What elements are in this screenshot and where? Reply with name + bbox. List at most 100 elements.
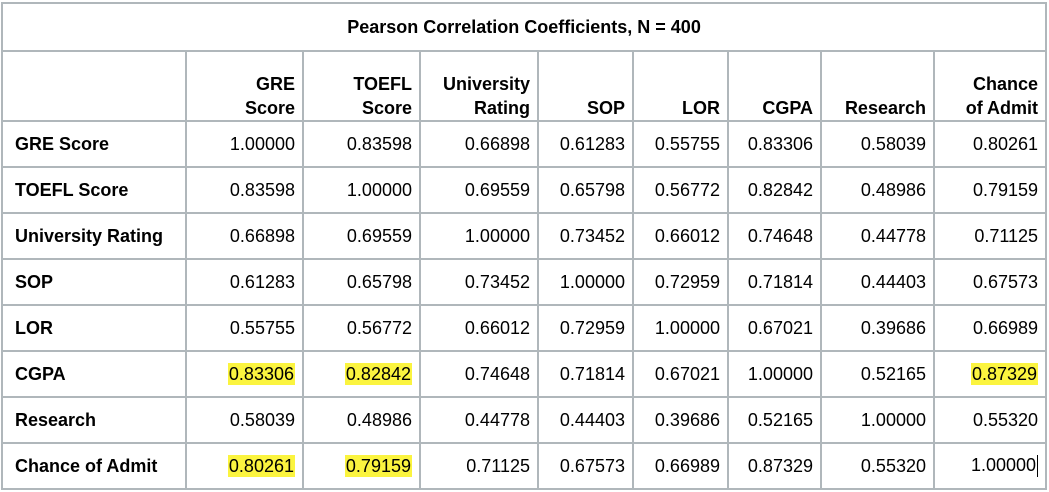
column-header-line: Chance	[973, 74, 1039, 94]
cell-value: 0.69559	[346, 225, 412, 246]
row-label: University Rating	[1, 212, 187, 260]
table-cell[interactable]: 0.87329	[932, 350, 1048, 398]
table-cell[interactable]: 0.71814	[727, 258, 822, 306]
table-cell[interactable]: 0.55755	[185, 304, 304, 352]
table-cell[interactable]: 0.55320	[932, 396, 1048, 444]
column-header-line: Rating	[474, 98, 530, 118]
table-cell[interactable]: 0.66012	[632, 212, 729, 260]
table-cell[interactable]: 0.80261	[185, 442, 304, 490]
column-header: LOR	[632, 50, 729, 122]
cell-value: 0.65798	[346, 271, 412, 292]
table-cell[interactable]: 1.00000	[632, 304, 729, 352]
table-cell[interactable]: 0.52165	[727, 396, 822, 444]
table-cell[interactable]: 0.66898	[185, 212, 304, 260]
table-cell[interactable]: 1.00000	[727, 350, 822, 398]
table-cell[interactable]: 0.66898	[419, 120, 539, 168]
table-row: GRE Score 1.00000 0.83598 0.66898 0.61283 0.5…	[1, 120, 1048, 168]
table-cell[interactable]: 0.55755	[632, 120, 729, 168]
table-cell[interactable]: 0.80261	[932, 120, 1048, 168]
table-cell[interactable]: 0.61283	[185, 258, 304, 306]
column-header-line: GRE	[255, 74, 295, 94]
table-cell[interactable]: 0.82842	[727, 166, 822, 214]
table-cell[interactable]: 0.39686	[632, 396, 729, 444]
cell-value: 1.00000	[747, 363, 813, 384]
table-cell[interactable]: 0.83306	[185, 350, 304, 398]
table-cell[interactable]: 0.83598	[185, 166, 304, 214]
cell-value: 0.44403	[860, 271, 926, 292]
cell-value: 1.00000	[559, 271, 625, 292]
cell-value: 0.56772	[654, 179, 720, 200]
table-cell[interactable]: 0.44778	[419, 396, 539, 444]
cell-value: 0.44778	[860, 225, 926, 246]
table-cell[interactable]: 0.39686	[820, 304, 935, 352]
table-cell[interactable]: 0.66012	[419, 304, 539, 352]
cell-value: 1.00000	[860, 409, 926, 430]
table-row: TOEFL Score 0.83598 1.00000 0.69559 0.65798 0…	[1, 166, 1048, 214]
table-cell[interactable]: 0.44403	[537, 396, 634, 444]
table-cell[interactable]: 0.56772	[632, 166, 729, 214]
table-cell[interactable]: 0.82842	[302, 350, 421, 398]
cell-value: 0.73452	[464, 271, 530, 292]
table-cell[interactable]: 0.87329	[727, 442, 822, 490]
cell-value: 0.52165	[860, 363, 926, 384]
table-cell[interactable]: 0.66989	[932, 304, 1048, 352]
table-cell[interactable]: 0.71125	[932, 212, 1048, 260]
table-cell[interactable]: 0.67021	[632, 350, 729, 398]
cell-value: 0.67573	[559, 455, 625, 476]
table-cell[interactable]: 0.74648	[419, 350, 539, 398]
cell-value: 0.67573	[972, 271, 1039, 292]
table-cell[interactable]: 0.69559	[302, 212, 421, 260]
table-cell[interactable]: 0.72959	[537, 304, 634, 352]
table-cell[interactable]: 0.48986	[820, 166, 935, 214]
table-cell[interactable]: 0.66989	[632, 442, 729, 490]
cell-value: 0.83598	[346, 133, 412, 154]
table-cell[interactable]: 0.44403	[820, 258, 935, 306]
table-cell[interactable]: 0.73452	[419, 258, 539, 306]
table-cell[interactable]: 1.00000	[932, 442, 1048, 490]
cell-value: 0.55755	[654, 133, 720, 154]
table-cell[interactable]: 0.44778	[820, 212, 935, 260]
table-cell[interactable]: 0.58039	[185, 396, 304, 444]
table-cell[interactable]: 0.79159	[932, 166, 1048, 214]
table-cell[interactable]: 0.55320	[820, 442, 935, 490]
table-cell[interactable]: 0.48986	[302, 396, 421, 444]
cell-value: 0.74648	[747, 225, 813, 246]
table-cell[interactable]: 0.61283	[537, 120, 634, 168]
cell-value: 1.00000	[464, 225, 530, 246]
table-cell[interactable]: 0.67573	[932, 258, 1048, 306]
table-cell[interactable]: 1.00000	[185, 120, 304, 168]
table-cell[interactable]: 0.52165	[820, 350, 935, 398]
cell-value: 0.44778	[464, 409, 530, 430]
table-cell[interactable]: 0.72959	[632, 258, 729, 306]
row-label: LOR	[1, 304, 187, 352]
table-cell[interactable]: 1.00000	[820, 396, 935, 444]
table-cell[interactable]: 0.67021	[727, 304, 822, 352]
cell-value: 0.56772	[346, 317, 412, 338]
table-cell[interactable]: 0.71125	[419, 442, 539, 490]
cell-value: 0.79159	[972, 179, 1039, 200]
table-cell[interactable]: 0.58039	[820, 120, 935, 168]
row-label: SOP	[1, 258, 187, 306]
table-cell[interactable]: 0.65798	[537, 166, 634, 214]
table-cell[interactable]: 0.67573	[537, 442, 634, 490]
table-cell[interactable]: 1.00000	[419, 212, 539, 260]
column-header: Research	[820, 50, 935, 122]
table-cell[interactable]: 0.73452	[537, 212, 634, 260]
row-label: CGPA	[1, 350, 187, 398]
table-cell[interactable]: 0.56772	[302, 304, 421, 352]
table-cell[interactable]: 0.71814	[537, 350, 634, 398]
table-cell[interactable]: 0.69559	[419, 166, 539, 214]
table-cell[interactable]: 1.00000	[302, 166, 421, 214]
table-cell[interactable]: 0.74648	[727, 212, 822, 260]
column-header-line: Research	[844, 98, 926, 118]
highlighted-value: 0.82842	[344, 362, 412, 385]
highlighted-value: 0.79159	[344, 454, 412, 477]
table-cell[interactable]: 0.83306	[727, 120, 822, 168]
column-header: GRE Score	[185, 50, 304, 122]
table-cell[interactable]: 1.00000	[537, 258, 634, 306]
table-cell[interactable]: 0.79159	[302, 442, 421, 490]
table-cell[interactable]: 0.83598	[302, 120, 421, 168]
cell-value: 0.58039	[229, 409, 295, 430]
table-cell[interactable]: 0.65798	[302, 258, 421, 306]
